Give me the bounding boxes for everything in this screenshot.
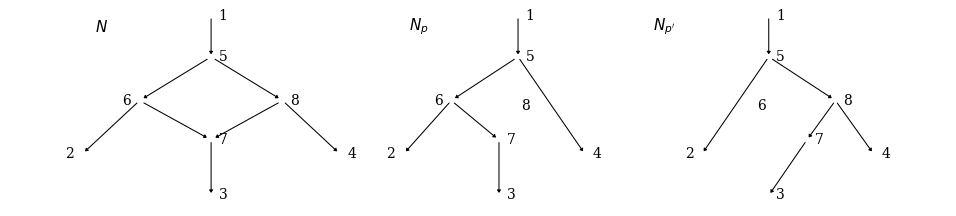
Text: 8: 8 <box>291 94 299 108</box>
Text: 1: 1 <box>776 9 785 23</box>
Text: 2: 2 <box>386 147 395 161</box>
Text: 3: 3 <box>776 188 785 202</box>
Text: 6: 6 <box>757 99 766 113</box>
Text: 8: 8 <box>843 94 852 108</box>
Text: 7: 7 <box>219 133 228 147</box>
Text: 7: 7 <box>507 133 515 147</box>
Text: $N$: $N$ <box>95 19 108 35</box>
Text: 3: 3 <box>507 188 515 202</box>
Text: 7: 7 <box>815 133 823 147</box>
Text: 6: 6 <box>122 94 131 108</box>
Text: 4: 4 <box>347 147 357 161</box>
Text: 2: 2 <box>684 147 694 161</box>
Text: 1: 1 <box>526 9 534 23</box>
Text: 4: 4 <box>881 147 890 161</box>
Text: $N_{p'}$: $N_{p'}$ <box>653 17 675 37</box>
Text: 8: 8 <box>521 99 530 113</box>
Text: 3: 3 <box>219 188 228 202</box>
Text: 1: 1 <box>219 9 228 23</box>
Text: $N_p$: $N_p$ <box>409 17 428 37</box>
Text: 2: 2 <box>65 147 74 161</box>
Text: 6: 6 <box>434 94 443 108</box>
Text: 5: 5 <box>776 50 785 64</box>
Text: 5: 5 <box>219 50 228 64</box>
Text: 5: 5 <box>526 50 534 64</box>
Text: 4: 4 <box>593 147 601 161</box>
